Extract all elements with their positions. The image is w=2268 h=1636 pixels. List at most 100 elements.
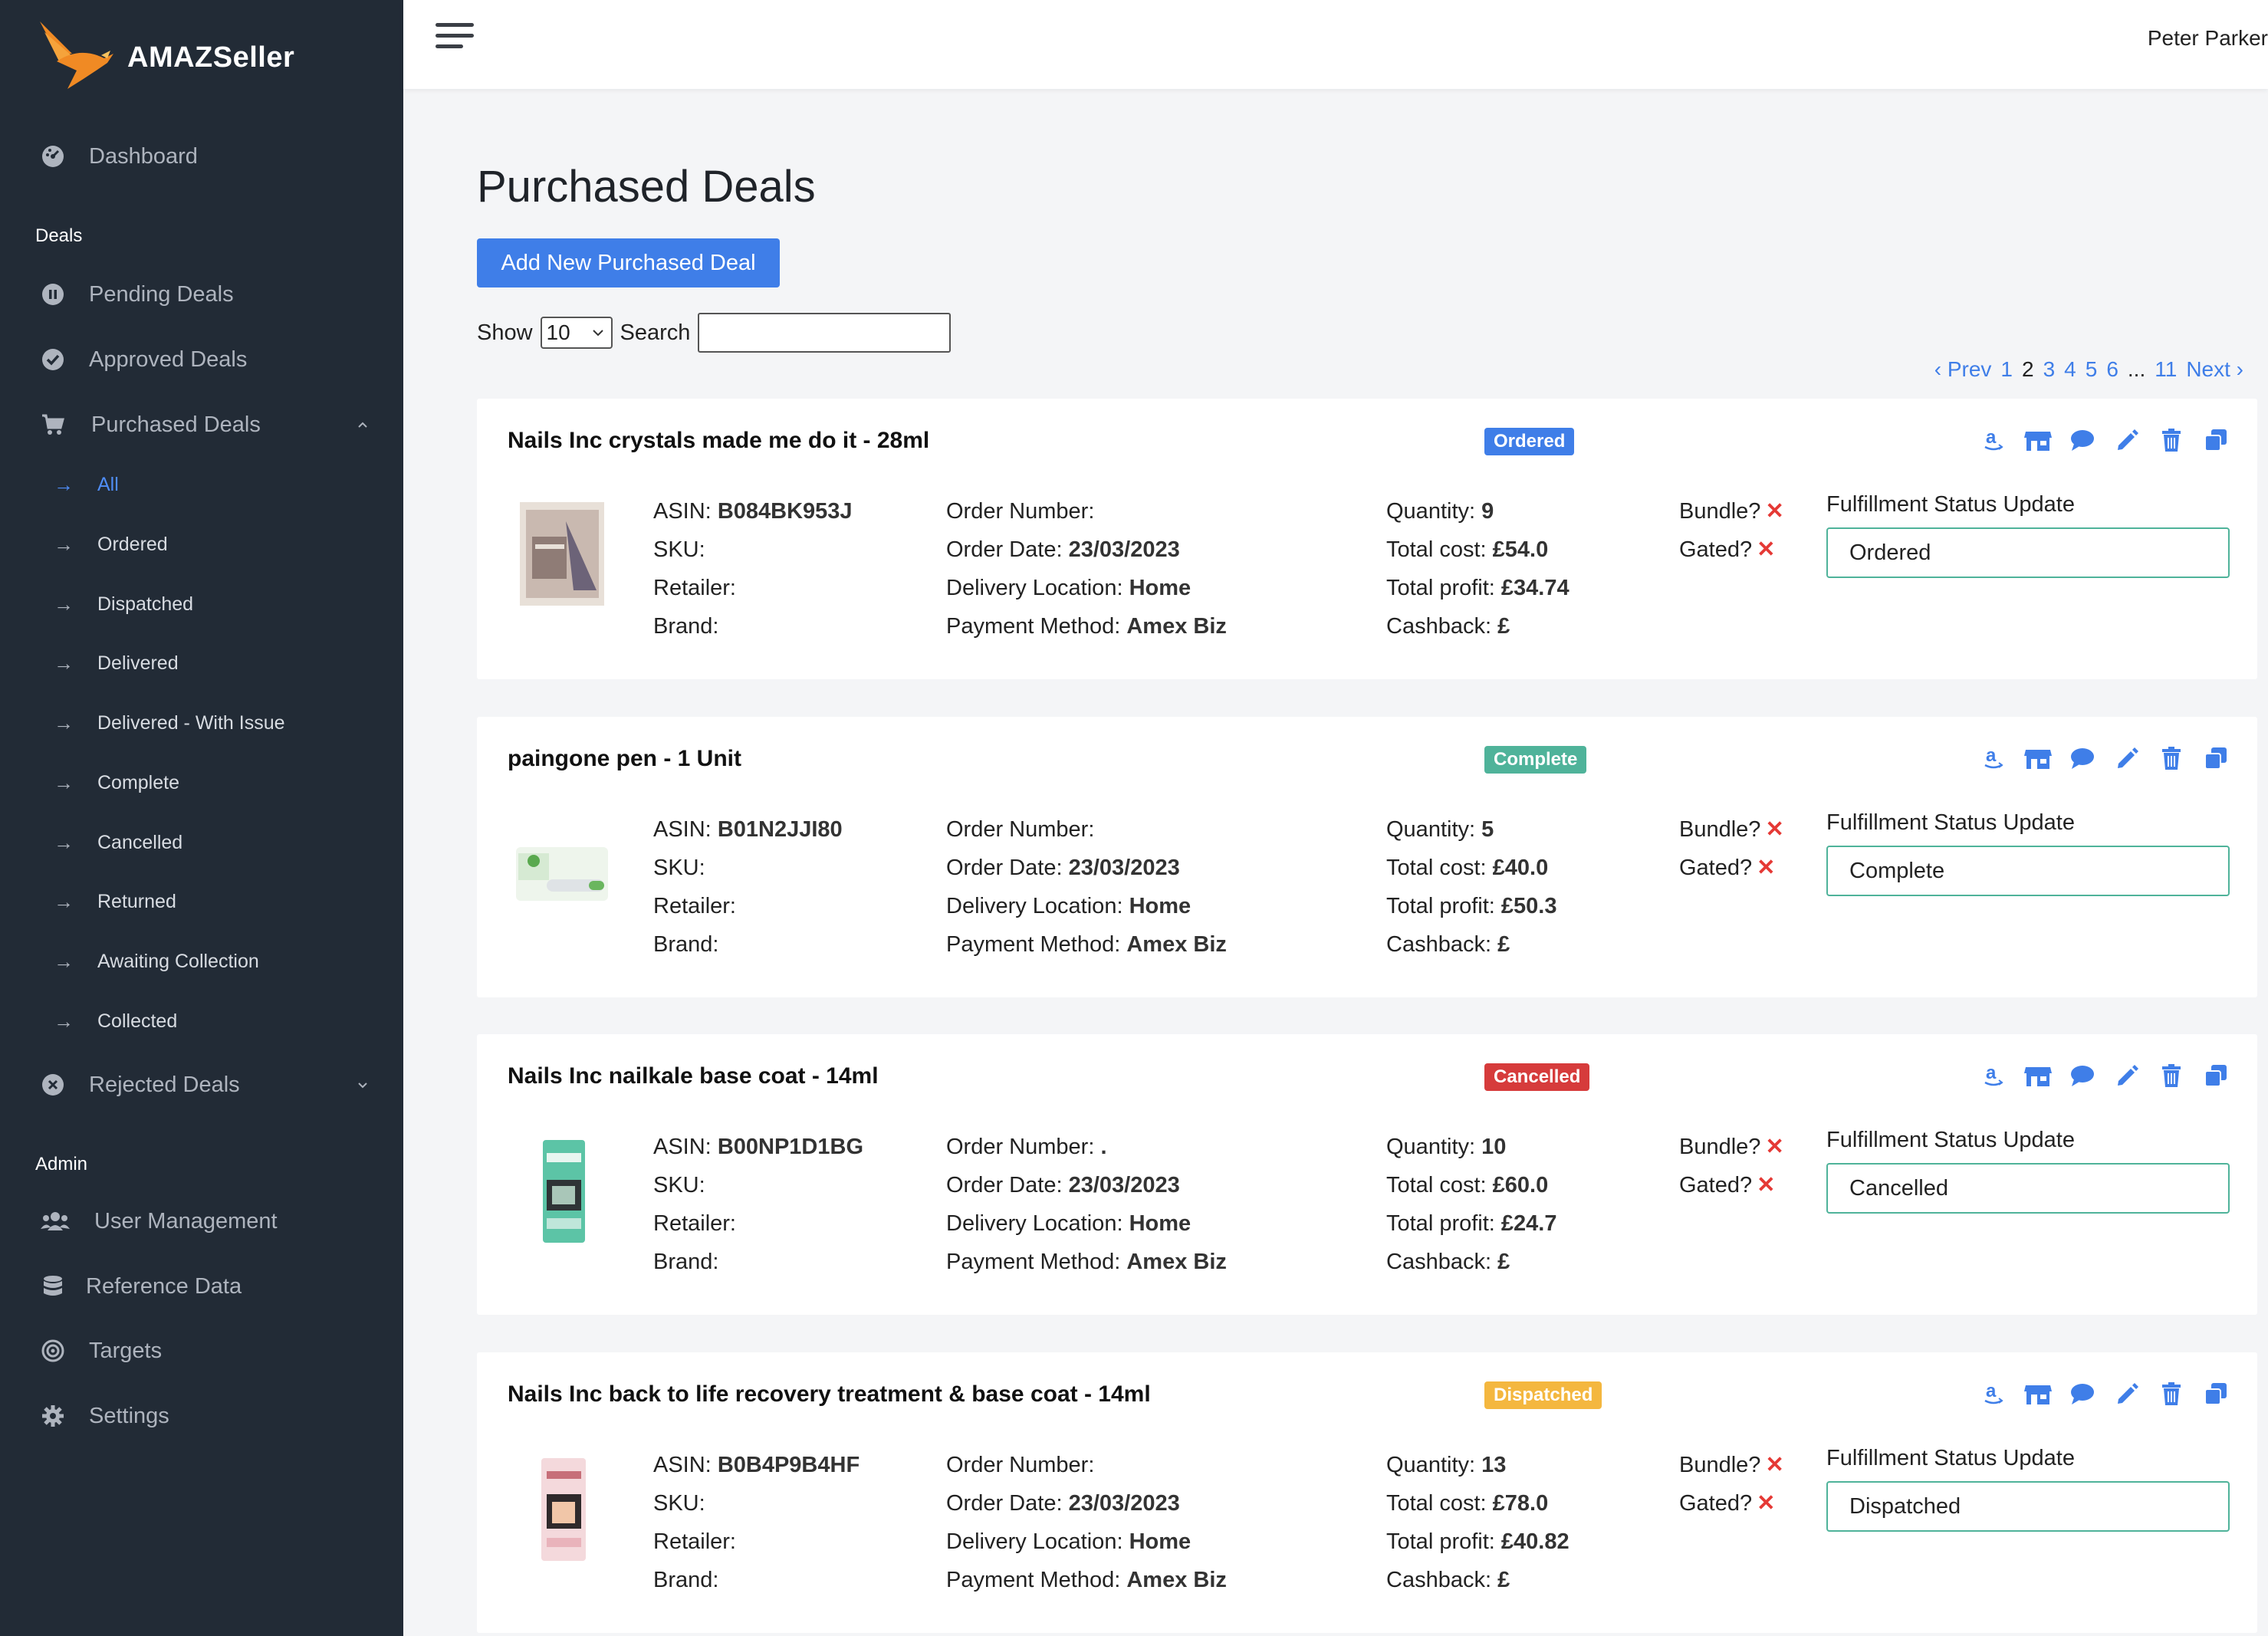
fulfillment-status-select[interactable]: Cancelled <box>1826 1163 2230 1214</box>
fulfillment-status-label: Fulfillment Status Update <box>1826 810 2075 835</box>
users-icon <box>40 1208 71 1234</box>
nav-pending-deals[interactable]: Pending Deals <box>0 278 403 311</box>
cost-info-column: Quantity: 9 Total cost: £54.0 Total prof… <box>1386 499 1570 639</box>
comment-icon[interactable] <box>2069 1062 2096 1089</box>
status-badge: Dispatched <box>1484 1381 1602 1409</box>
pencil-icon[interactable] <box>2113 1380 2141 1408</box>
sub-item-ordered[interactable]: → Ordered <box>54 532 168 556</box>
nav-targets[interactable]: Targets <box>0 1334 403 1368</box>
pagination-page-6[interactable]: 6 <box>2106 357 2118 381</box>
trash-icon[interactable] <box>2158 1380 2185 1408</box>
pagination-prev[interactable]: ‹ Prev <box>1934 357 1992 381</box>
copy-icon[interactable] <box>2202 426 2230 454</box>
sub-item-delivered[interactable]: → Delivered <box>54 651 179 675</box>
nav-settings-label: Settings <box>89 1403 169 1428</box>
pagination-page-11[interactable]: 11 <box>2155 357 2178 381</box>
fulfillment-status-select[interactable]: Ordered <box>1826 527 2230 578</box>
add-new-purchased-deal-button[interactable]: Add New Purchased Deal <box>477 238 780 287</box>
store-icon[interactable] <box>2024 1380 2052 1408</box>
amazon-icon[interactable]: a <box>1980 1380 2007 1408</box>
trash-icon[interactable] <box>2158 1062 2185 1089</box>
flags-column: Bundle? ✕ Gated? ✕ <box>1679 499 1784 562</box>
product-image <box>541 1458 586 1561</box>
order-info-column: Order Number: Order Date: 23/03/2023 Del… <box>946 817 1227 957</box>
pagination-page-4[interactable]: 4 <box>2064 357 2076 381</box>
pagination-ellipsis: ... <box>2127 357 2146 381</box>
pagination-page-3[interactable]: 3 <box>2043 357 2056 381</box>
order-info-column: Order Number: . Order Date: 23/03/2023 D… <box>946 1135 1227 1274</box>
database-icon <box>40 1273 66 1299</box>
nav-reference-data[interactable]: Reference Data <box>0 1270 403 1303</box>
pagination-page-1[interactable]: 1 <box>2000 357 2013 381</box>
pencil-icon[interactable] <box>2113 1062 2141 1089</box>
x-icon: ✕ <box>1757 856 1776 880</box>
deal-title[interactable]: Nails Inc back to life recovery treatmen… <box>508 1381 1151 1407</box>
x-icon: ✕ <box>1765 817 1784 842</box>
store-icon[interactable] <box>2024 744 2052 772</box>
cart-icon <box>40 412 66 438</box>
nav-dashboard-label: Dashboard <box>89 143 198 169</box>
search-input[interactable] <box>698 313 952 353</box>
fulfillment-status-select[interactable]: Complete <box>1826 846 2230 896</box>
deal-title[interactable]: paingone pen - 1 Unit <box>508 746 741 771</box>
fulfillment-status-label: Fulfillment Status Update <box>1826 1128 2075 1152</box>
product-info-column: ASIN: B00NP1D1BG SKU: Retailer: Brand: <box>653 1135 863 1274</box>
nav-dashboard[interactable]: Dashboard <box>0 140 403 173</box>
sub-item-dispatched[interactable]: → Dispatched <box>54 592 194 616</box>
comment-icon[interactable] <box>2069 426 2096 454</box>
sub-item-delivered-with-issue[interactable]: → Delivered - With Issue <box>54 711 285 734</box>
trash-icon[interactable] <box>2158 426 2185 454</box>
copy-icon[interactable] <box>2202 1062 2230 1089</box>
sub-item-returned[interactable]: → Returned <box>54 889 176 913</box>
bird-logo-icon <box>40 21 113 89</box>
deal-actions: a <box>1980 1062 2230 1089</box>
nav-approved-deals[interactable]: Approved Deals <box>0 343 403 376</box>
sub-item-cancelled[interactable]: → Cancelled <box>54 830 183 854</box>
deal-card: Nails Inc nailkale base coat - 14ml Canc… <box>477 1034 2257 1315</box>
fulfillment-status-select[interactable]: Dispatched <box>1826 1481 2230 1532</box>
pagination-page-current[interactable]: 2 <box>2022 357 2034 381</box>
page-title: Purchased Deals <box>477 162 816 212</box>
nav-user-management[interactable]: User Management <box>0 1204 403 1238</box>
sub-item-all[interactable]: → All <box>54 472 119 496</box>
nav-rejected-label: Rejected Deals <box>89 1072 240 1097</box>
product-info-column: ASIN: B0B4P9B4HF SKU: Retailer: Brand: <box>653 1453 860 1592</box>
product-image <box>520 502 604 606</box>
pagination-next[interactable]: Next › <box>2186 357 2243 381</box>
nav-purchased-deals[interactable]: Purchased Deals <box>0 408 403 442</box>
pagination-page-5[interactable]: 5 <box>2085 357 2098 381</box>
fulfillment-status-label: Fulfillment Status Update <box>1826 492 2075 517</box>
show-entries-select[interactable]: 10 <box>540 317 613 349</box>
deal-title[interactable]: Nails Inc crystals made me do it - 28ml <box>508 428 930 453</box>
arrow-right-icon: → <box>54 651 74 675</box>
hamburger-menu-icon[interactable] <box>436 23 474 54</box>
pencil-icon[interactable] <box>2113 744 2141 772</box>
svg-text:a: a <box>1986 746 1997 766</box>
comment-icon[interactable] <box>2069 744 2096 772</box>
copy-icon[interactable] <box>2202 744 2230 772</box>
brand[interactable]: AMAZSeller <box>34 15 294 100</box>
x-icon: ✕ <box>1757 537 1776 562</box>
amazon-icon[interactable]: a <box>1980 426 2007 454</box>
pencil-icon[interactable] <box>2113 426 2141 454</box>
deal-title[interactable]: Nails Inc nailkale base coat - 14ml <box>508 1063 879 1089</box>
sub-item-collected[interactable]: → Collected <box>54 1009 178 1033</box>
store-icon[interactable] <box>2024 426 2052 454</box>
user-name[interactable]: Peter Parker <box>2147 26 2268 50</box>
store-icon[interactable] <box>2024 1062 2052 1089</box>
dashboard-icon <box>40 143 66 169</box>
nav-purchased-label: Purchased Deals <box>91 412 261 437</box>
amazon-icon[interactable]: a <box>1980 744 2007 772</box>
amazon-icon[interactable]: a <box>1980 1062 2007 1089</box>
arrow-right-icon: → <box>54 889 74 913</box>
trash-icon[interactable] <box>2158 744 2185 772</box>
arrow-right-icon: → <box>54 949 74 973</box>
arrow-right-icon: → <box>54 711 74 734</box>
nav-rejected-deals[interactable]: Rejected Deals <box>0 1068 403 1102</box>
sub-item-complete[interactable]: → Complete <box>54 770 179 794</box>
search-label: Search <box>620 320 691 345</box>
sub-item-awaiting-collection[interactable]: → Awaiting Collection <box>54 949 259 973</box>
nav-settings[interactable]: Settings <box>0 1399 403 1433</box>
copy-icon[interactable] <box>2202 1380 2230 1408</box>
comment-icon[interactable] <box>2069 1380 2096 1408</box>
